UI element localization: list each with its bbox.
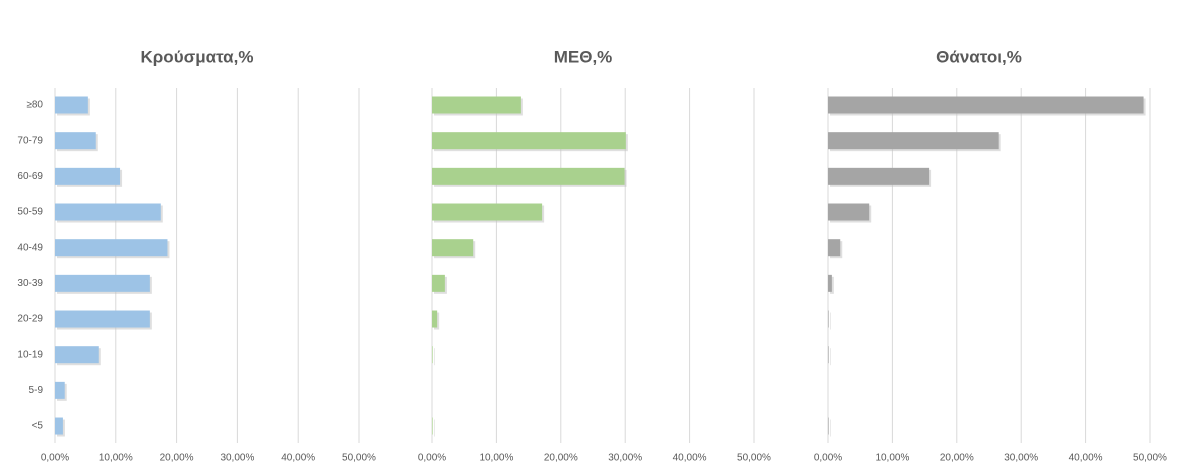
bar: [828, 274, 832, 292]
bar: [432, 203, 543, 221]
bar: [55, 203, 161, 221]
y-tick-label: 20-29: [17, 314, 43, 325]
y-tick-label: 5-9: [29, 385, 44, 396]
y-tick-label: 30-39: [17, 278, 43, 289]
bar: [432, 132, 626, 150]
bar-shadow: [830, 276, 834, 294]
x-tick-label: 30,00%: [1004, 453, 1038, 464]
bar: [828, 203, 870, 221]
y-tick-label: 70-79: [17, 135, 43, 146]
bar: [828, 310, 829, 328]
chart-title: Θάνατοι,%: [936, 47, 1022, 66]
bar: [828, 96, 1144, 114]
bar: [432, 310, 438, 328]
y-tick-label: <5: [32, 421, 44, 432]
bar: [828, 167, 930, 185]
x-tick-label: 10,00%: [99, 453, 133, 464]
x-tick-label: 0,00%: [41, 453, 69, 464]
bar-shadow: [830, 419, 831, 437]
x-tick-label: 10,00%: [479, 453, 513, 464]
x-tick-label: 20,00%: [940, 453, 974, 464]
x-tick-label: 0,00%: [418, 453, 446, 464]
bar: [55, 310, 150, 328]
bar: [55, 417, 63, 435]
bar: [55, 274, 150, 292]
bar: [55, 381, 65, 399]
y-tick-label: 60-69: [17, 171, 43, 182]
bar-shadow: [830, 348, 831, 366]
bar: [432, 96, 521, 114]
y-tick-label: 10-19: [17, 349, 43, 360]
x-tick-label: 30,00%: [220, 453, 254, 464]
bar: [828, 417, 829, 435]
bar-shadow: [830, 312, 831, 330]
bar: [432, 239, 474, 257]
bar: [432, 167, 625, 185]
x-tick-label: 10,00%: [875, 453, 909, 464]
bar: [828, 239, 841, 257]
bar: [432, 417, 433, 435]
x-tick-label: 40,00%: [673, 453, 707, 464]
chart-title: ΜΕΘ,%: [554, 47, 613, 66]
bar: [55, 239, 168, 257]
bar: [55, 96, 88, 114]
bar: [432, 346, 433, 364]
y-tick-label: ≥80: [26, 100, 43, 111]
chart-title: Κρούσματα,%: [141, 47, 254, 66]
x-tick-label: 20,00%: [544, 453, 578, 464]
x-tick-label: 40,00%: [1069, 453, 1103, 464]
y-tick-label: 50-59: [17, 207, 43, 218]
x-tick-label: 30,00%: [608, 453, 642, 464]
x-tick-label: 50,00%: [1133, 453, 1167, 464]
bar-shadow: [434, 419, 435, 437]
y-tick-label: 40-49: [17, 242, 43, 253]
bar: [828, 132, 999, 150]
x-tick-label: 20,00%: [160, 453, 194, 464]
bar: [432, 274, 445, 292]
x-tick-label: 50,00%: [737, 453, 771, 464]
bar: [828, 346, 829, 364]
bar: [55, 346, 99, 364]
x-tick-label: 0,00%: [814, 453, 842, 464]
bar: [55, 167, 121, 185]
x-tick-label: 40,00%: [281, 453, 315, 464]
x-tick-label: 50,00%: [342, 453, 376, 464]
bar: [55, 132, 96, 150]
bar-shadow: [434, 348, 435, 366]
